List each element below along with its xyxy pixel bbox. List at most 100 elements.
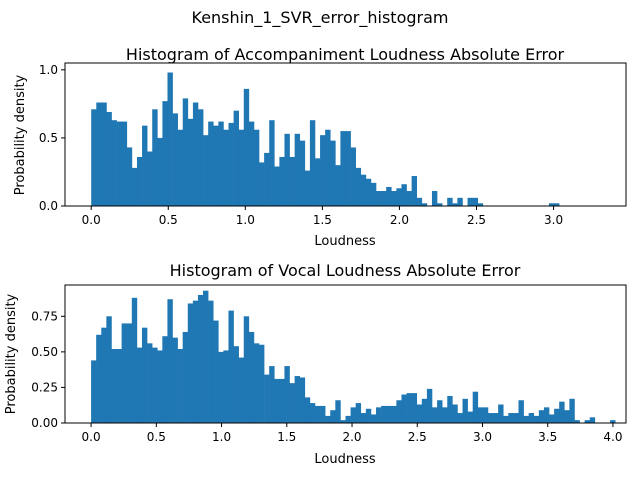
accompaniment-bar [269,120,275,206]
vocal-bar [569,398,575,423]
vocal-bar [213,320,219,423]
accompaniment-bar [106,112,112,206]
vocal-bar [543,407,550,423]
vocal-bar [381,405,387,423]
accompaniment-bar [386,186,392,206]
accompaniment-bar [391,191,397,206]
vocal-bar [396,400,402,423]
accompaniment-bar [116,121,123,206]
accompaniment-bar [238,129,245,206]
vocal-bar [549,414,555,423]
vocal-bar [538,410,545,423]
vocal-bar [513,413,519,423]
vocal-bar [126,323,133,423]
vocal-bars [91,290,616,423]
accompaniment-bar [365,178,372,206]
vocal-bar [203,290,209,423]
vocal-bar [406,393,412,423]
vocal-bar [106,316,112,423]
accompaniment-bar [101,102,107,206]
vocal-bar [376,407,382,423]
vocal-bar [253,343,260,423]
accompaniment-x-tick-label: 2.5 [467,213,486,227]
vocal-bar [467,411,474,423]
vocal-bar [386,405,392,423]
vocal-bar [116,349,122,423]
vocal-bar [559,401,565,423]
accompaniment-bar [472,197,479,206]
vocal-bar [294,376,301,423]
vocal-x-tick-label: 3.0 [473,430,492,444]
vocal-y-tick-label: 0.75 [31,309,58,323]
accompaniment-bar [314,158,321,206]
vocal-x-ticks: 0.0 0.5 1.0 1.5 2.0 2.5 3.0 3.5 4.0 [82,423,623,444]
vocal-bar [289,383,295,423]
vocal-bar [228,310,234,423]
vocal-bar [335,400,341,423]
accompaniment-bar [233,110,239,206]
vocal-bar [508,413,514,423]
vocal-bar [223,350,229,423]
vocal-x-tick-label: 0.5 [147,430,166,444]
vocal-bar [208,300,214,423]
accompaniment-bar [248,121,255,206]
vocal-x-axis-label: Loudness [314,452,375,467]
accompaniment-bar [279,156,285,206]
accompaniment-bar [152,109,158,206]
accompaniment-bar [325,129,331,206]
accompaniment-bar [467,197,473,206]
accompaniment-bar [406,191,412,206]
vocal-bar [238,357,245,423]
accompaniment-bar [264,152,270,206]
accompaniment-bar [355,167,362,206]
accompaniment-bars [91,72,560,206]
accompaniment-y-tick-label: 1.0 [39,63,58,77]
accompaniment-bar [350,147,356,206]
vocal-bar [330,410,336,423]
vocal-axes-frame [64,284,627,424]
accompaniment-bar [136,156,143,206]
vocal-bar [187,303,194,423]
accompaniment-bar [452,203,458,206]
vocal-bar [218,351,224,423]
accompaniment-x-tick-label: 0.5 [159,213,178,227]
accompaniment-bar [182,98,189,206]
vocal-bar [426,388,433,423]
vocal-bar [162,336,168,423]
vocal-bar [345,415,351,423]
accompaniment-bar [340,131,346,206]
accompaniment-bar [172,113,178,206]
vocal-bar [197,294,204,423]
accompaniment-bar [401,184,407,206]
vocal-bar [401,394,407,423]
vocal-x-tick-label: 1.0 [212,430,231,444]
accompaniment-bar [294,133,301,206]
accompaniment-bar [274,166,280,206]
accompaniment-bar [253,129,260,206]
vocal-bar [493,413,499,423]
accompaniment-x-ticks: 0.0 0.5 1.0 1.5 2.0 2.5 3.0 [82,206,563,227]
accompaniment-bar [304,170,311,206]
vocal-bar [340,420,346,423]
accompaniment-bar [228,122,234,206]
vocal-bar [432,407,438,423]
accompaniment-y-ticks: 0.0 0.5 1.0 [39,63,65,213]
accompaniment-bar [284,133,290,206]
vocal-bar [365,408,372,423]
accompaniment-x-tick-label: 2.0 [390,213,409,227]
vocal-bar [172,337,178,423]
accompaniment-bar [309,120,316,206]
vocal-bar [416,404,423,423]
vocal-x-tick-label: 3.5 [538,430,557,444]
accompaniment-histogram-title: Histogram of Accompaniment Loudness Abso… [126,45,565,64]
vocal-bar [498,404,504,423]
vocal-bar [442,407,448,423]
vocal-bar [452,404,458,423]
accompaniment-bar [421,203,428,206]
accompaniment-bar [411,176,418,206]
vocal-bar [320,405,326,423]
accompaniment-bar [299,140,306,206]
vocal-bar [274,378,280,423]
vocal-x-tick-label: 4.0 [603,430,622,444]
